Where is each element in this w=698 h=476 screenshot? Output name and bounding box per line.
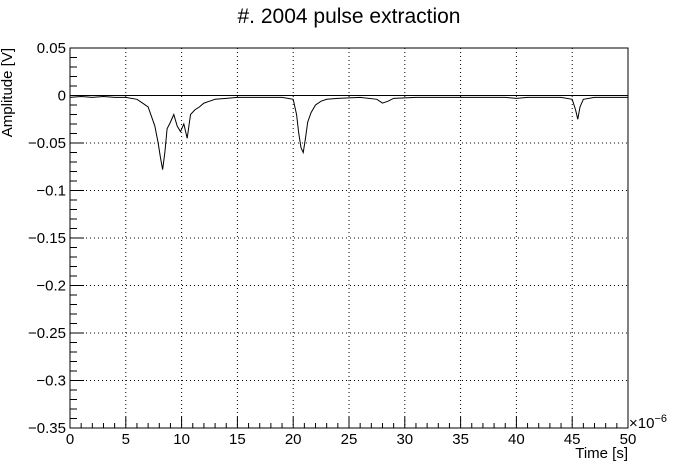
series-line bbox=[69, 95, 628, 170]
x-tick-label: 50 bbox=[620, 431, 637, 448]
y-tick-label: −0.2 bbox=[36, 278, 66, 295]
x-tick-label: 45 bbox=[564, 431, 581, 448]
y-tick-label: −0.05 bbox=[28, 135, 66, 152]
x-tick-label: 5 bbox=[122, 431, 130, 448]
grid bbox=[70, 48, 628, 428]
x-tick-label: 40 bbox=[508, 431, 525, 448]
x-tick-label: 25 bbox=[341, 431, 358, 448]
x-tick-label: 0 bbox=[66, 431, 74, 448]
x-axis-label: Time [s] bbox=[575, 445, 628, 462]
x-tick-label: 35 bbox=[452, 431, 469, 448]
y-tick-label: 0 bbox=[58, 88, 66, 105]
y-tick-label: −0.1 bbox=[36, 183, 66, 200]
x-exponent-label: ×10−6 bbox=[629, 413, 667, 432]
y-tick-label: −0.25 bbox=[28, 325, 66, 342]
y-axis-label: Amplitude [V] bbox=[0, 48, 16, 137]
axis-ticks bbox=[69, 47, 629, 429]
x-tick-label: 15 bbox=[229, 431, 246, 448]
x-tick-labels: 0 5 10 15 20 25 30 35 40 45 50 bbox=[66, 431, 637, 448]
y-tick-labels: 0.05 0 −0.05 −0.1 −0.15 −0.2 −0.25 −0.3 −0.35 bbox=[28, 40, 66, 437]
x-tick-label: 20 bbox=[285, 431, 302, 448]
chart-title: #. 2004 pulse extraction bbox=[238, 5, 461, 28]
y-tick-label: −0.35 bbox=[28, 420, 66, 437]
x-tick-label: 30 bbox=[396, 431, 413, 448]
y-tick-label: 0.05 bbox=[37, 40, 66, 57]
x-tick-label: 10 bbox=[173, 431, 190, 448]
y-tick-label: −0.3 bbox=[36, 373, 66, 390]
y-tick-label: −0.15 bbox=[28, 230, 66, 247]
